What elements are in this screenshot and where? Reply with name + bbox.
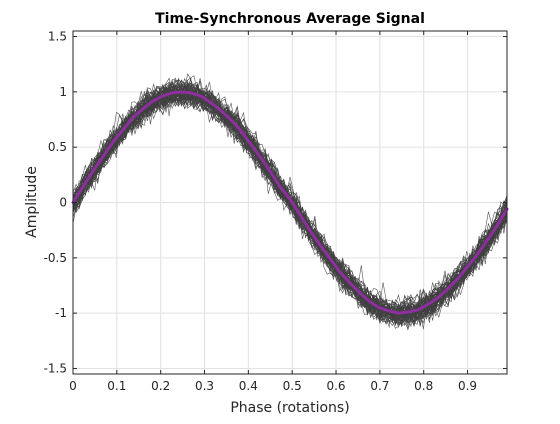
x-tick-label: 0.3 (195, 379, 214, 393)
x-tick-label: 0.8 (414, 379, 433, 393)
rotation-trace (72, 83, 508, 318)
chart-title: Time-Synchronous Average Signal (155, 11, 425, 27)
y-tick-label: 1 (59, 85, 67, 99)
axis-ticks: 0 0.1 0.2 0.3 0.4 0.5 0.6 0.7 0.8 0.9 -1.5 -1 -0.5 0 0… (44, 30, 507, 393)
y-tick-label: -1.5 (44, 361, 67, 375)
x-tick-label: 0.4 (239, 379, 258, 393)
y-axis-label: Amplitude (24, 166, 40, 238)
x-tick-label: 0.5 (283, 379, 302, 393)
y-tick-label: 0 (59, 196, 67, 210)
x-tick-label: 0.2 (151, 379, 170, 393)
x-tick-label: 0.1 (107, 379, 126, 393)
average-line (71, 90, 509, 315)
y-tick-label: -0.5 (44, 251, 67, 265)
x-tick-label: 0.7 (370, 379, 389, 393)
y-tick-label: -1 (55, 306, 67, 320)
x-tick-label: 0 (69, 379, 77, 393)
rotation-trace (72, 94, 508, 327)
average-signal (71, 90, 509, 315)
x-tick-label: 0.6 (326, 379, 345, 393)
x-axis-label: Phase (rotations) (230, 400, 349, 416)
x-tick-label: 0.9 (458, 379, 477, 393)
y-tick-label: 0.5 (48, 140, 67, 154)
y-tick-label: 1.5 (48, 30, 67, 44)
